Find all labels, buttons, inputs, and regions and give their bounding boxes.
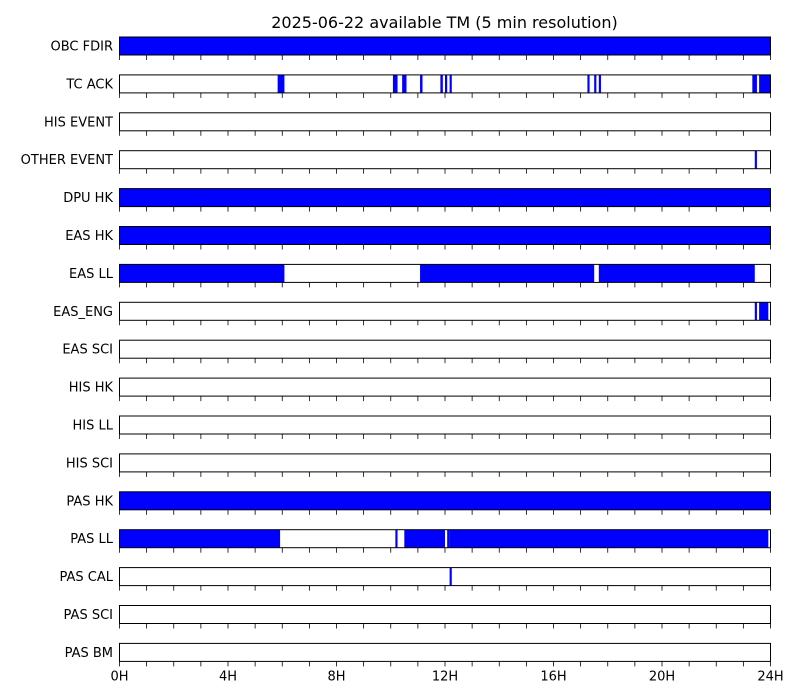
x-tick-label: 0H xyxy=(110,669,128,684)
availability-bar xyxy=(598,264,755,283)
row-background xyxy=(119,378,771,397)
row-label: EAS_ENG xyxy=(53,305,113,320)
row-dpu-hk: DPU HK xyxy=(63,188,771,212)
row-pas-ll: PAS LL xyxy=(70,529,771,553)
row-label: TC ACK xyxy=(65,77,113,92)
x-tick-label: 20H xyxy=(649,669,675,684)
availability-bar xyxy=(752,74,757,93)
row-background xyxy=(119,453,771,472)
row-background xyxy=(119,567,771,586)
x-tick-label: 16H xyxy=(540,669,566,684)
x-tick-label: 4H xyxy=(219,669,237,684)
row-pas-hk: PAS HK xyxy=(66,491,771,515)
row-label: HIS HK xyxy=(69,381,114,396)
row-background xyxy=(119,340,771,359)
row-label: EAS SCI xyxy=(62,343,113,358)
chart-title: 2025-06-22 available TM (5 min resolutio… xyxy=(271,13,617,32)
row-label: EAS HK xyxy=(65,229,113,244)
availability-bar xyxy=(449,74,452,93)
availability-bar xyxy=(598,74,601,93)
availability-bar xyxy=(119,37,771,55)
x-tick-label: 12H xyxy=(432,669,458,684)
availability-bar xyxy=(445,74,448,93)
availability-bar xyxy=(392,74,398,93)
row-background xyxy=(119,643,771,662)
row-background xyxy=(119,112,771,131)
row-his-sci: HIS SCI xyxy=(66,453,771,477)
row-label: EAS LL xyxy=(69,267,114,282)
row-pas-sci: PAS SCI xyxy=(64,605,771,629)
availability-bar xyxy=(440,74,443,93)
x-tick-label: 24H xyxy=(757,669,783,684)
row-label: PAS CAL xyxy=(60,570,114,585)
row-pas-bm: PAS BM xyxy=(65,642,771,667)
availability-bar xyxy=(420,264,595,283)
x-tick-label: 8H xyxy=(327,669,345,684)
availability-bar xyxy=(449,529,769,548)
row-tc-ack: TC ACK xyxy=(65,74,771,98)
row-label: HIS SCI xyxy=(66,456,113,471)
row-background xyxy=(119,416,771,434)
availability-bar xyxy=(594,74,597,93)
row-background xyxy=(119,150,771,169)
availability-bar xyxy=(404,529,445,548)
row-label: PAS HK xyxy=(66,494,113,509)
availability-bar xyxy=(119,491,771,510)
row-obc-fdir: OBC FDIR xyxy=(51,36,771,60)
row-label: OBC FDIR xyxy=(51,40,114,55)
availability-bar xyxy=(119,264,285,283)
row-other-event: OTHER EVENT xyxy=(21,150,771,174)
row-label: PAS BM xyxy=(65,646,113,661)
availability-bar xyxy=(447,529,450,548)
row-label: PAS SCI xyxy=(64,608,113,623)
row-pas-cal: PAS CAL xyxy=(60,567,771,591)
row-label: HIS LL xyxy=(73,419,114,434)
availability-bar xyxy=(119,529,281,548)
availability-bar xyxy=(587,74,590,93)
row-label: PAS LL xyxy=(70,532,114,547)
availability-bar xyxy=(119,188,771,207)
row-eas-eng: EAS_ENG xyxy=(53,301,771,326)
availability-bar xyxy=(395,529,398,548)
availability-bar xyxy=(402,74,407,93)
availability-bar xyxy=(277,74,285,93)
availability-bar xyxy=(754,150,757,169)
row-eas-sci: EAS SCI xyxy=(62,339,771,364)
row-label: OTHER EVENT xyxy=(21,153,113,168)
row-background xyxy=(119,605,771,624)
row-his-ll: HIS LL xyxy=(73,415,771,439)
availability-bar xyxy=(449,567,452,586)
row-label: HIS EVENT xyxy=(44,115,113,130)
availability-bar xyxy=(759,74,771,93)
availability-bar xyxy=(420,74,423,93)
row-eas-hk: EAS HK xyxy=(65,226,771,250)
x-axis: 0H 4H 8H 12H 16H 20H 24H xyxy=(110,669,783,684)
row-his-event: HIS EVENT xyxy=(44,112,771,136)
row-eas-ll: EAS LL xyxy=(69,263,771,288)
rows-layer: OBC FDIR TC ACK HIS EVENT OTHER EVENT DPU HK… xyxy=(21,36,771,667)
availability-bar xyxy=(754,302,757,321)
row-background xyxy=(119,302,771,321)
availability-bar xyxy=(759,302,769,321)
row-his-hk: HIS HK xyxy=(69,377,771,402)
row-label: DPU HK xyxy=(63,191,113,206)
availability-bar xyxy=(119,226,771,245)
